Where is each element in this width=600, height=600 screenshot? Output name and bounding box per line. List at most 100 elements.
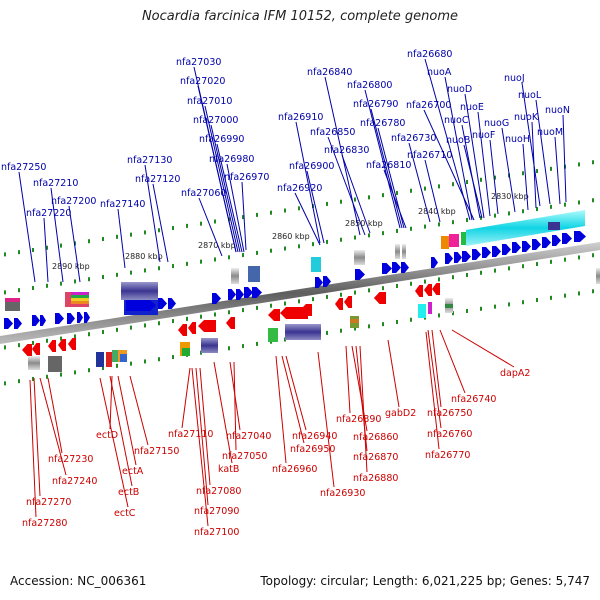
forward-gene-label[interactable]: nfa27000: [193, 115, 238, 126]
reverse-gene-label[interactable]: nfa26860: [353, 432, 398, 443]
reverse-gene-label[interactable]: nfa26760: [427, 429, 472, 440]
forward-gene-label[interactable]: nfa26850: [310, 127, 355, 138]
forward-gene-label[interactable]: nfa26680: [407, 49, 452, 60]
forward-gene-label[interactable]: nuoM: [537, 127, 563, 138]
reverse-gene-label[interactable]: ectD: [96, 430, 118, 441]
forward-gene-label[interactable]: nfa26990: [199, 134, 244, 145]
tick-mark: [158, 321, 160, 326]
forward-gene-label[interactable]: nfa26800: [347, 80, 392, 91]
forward-leader-line: [43, 217, 49, 283]
forward-gene-label[interactable]: nfa26980: [209, 154, 254, 165]
reverse-gene-label[interactable]: katB: [218, 464, 239, 475]
reverse-gene-label[interactable]: nfa27280: [22, 518, 67, 529]
reverse-gene-label[interactable]: ectB: [118, 487, 139, 498]
forward-gene-label[interactable]: nuoH: [505, 134, 530, 145]
tick-mark: [592, 253, 594, 258]
forward-gene-label[interactable]: nfa26730: [391, 133, 436, 144]
tick-mark: [284, 246, 286, 251]
reverse-gene-arrow: [198, 320, 216, 332]
reverse-gene-label[interactable]: nfa26770: [425, 450, 470, 461]
forward-gene-label[interactable]: nfa27200: [51, 196, 96, 207]
forward-gene-label[interactable]: nfa26900: [289, 161, 334, 172]
forward-gene-label[interactable]: nfa27010: [187, 96, 232, 107]
forward-gene-label[interactable]: nfa27020: [180, 76, 225, 87]
forward-gene-label[interactable]: nfa26970: [224, 172, 269, 183]
forward-gene-label[interactable]: nfa26910: [278, 112, 323, 123]
feature-box: [596, 268, 600, 284]
forward-gene-label[interactable]: nfa26920: [277, 183, 322, 194]
reverse-gene-label[interactable]: nfa26750: [427, 408, 472, 419]
forward-leader-line: [383, 169, 407, 229]
reverse-gene-label[interactable]: nfa27090: [194, 506, 239, 517]
forward-gene-label[interactable]: nfa27060: [181, 188, 226, 199]
reverse-gene-label[interactable]: nfa27110: [168, 429, 213, 440]
forward-gene-label[interactable]: nuoJ: [504, 73, 525, 84]
reverse-gene-label[interactable]: nfa27040: [226, 431, 271, 442]
reverse-leader-line: [387, 339, 400, 408]
reverse-gene-label[interactable]: ectC: [114, 508, 136, 519]
reverse-gene-label[interactable]: nfa26940: [292, 431, 337, 442]
forward-gene-label[interactable]: nuoF: [472, 130, 495, 141]
forward-gene-label[interactable]: nfa26700: [406, 100, 451, 111]
forward-gene-label[interactable]: nfa26790: [353, 99, 398, 110]
reverse-gene-label[interactable]: nfa26740: [451, 394, 496, 405]
tick-mark: [228, 310, 230, 315]
tick-mark: [410, 317, 412, 322]
tick-mark: [354, 290, 356, 295]
forward-gene-label[interactable]: nuoB: [446, 135, 470, 146]
reverse-gene-label[interactable]: dapA2: [500, 368, 530, 379]
forward-gene-label[interactable]: nuoE: [460, 102, 484, 113]
reverse-gene-label[interactable]: nfa27080: [196, 486, 241, 497]
forward-gene-label[interactable]: nfa27250: [1, 162, 46, 173]
forward-gene-label[interactable]: nfa27130: [127, 155, 172, 166]
forward-gene-label[interactable]: nuoL: [518, 90, 542, 101]
reverse-gene-label[interactable]: nfa26870: [353, 452, 398, 463]
forward-gene-label[interactable]: nuoK: [514, 112, 539, 123]
forward-gene-label[interactable]: nfa26710: [407, 150, 452, 161]
reverse-gene-label[interactable]: nfa26890: [336, 414, 381, 425]
forward-gene-label[interactable]: nfa26840: [307, 67, 352, 78]
reverse-gene-label[interactable]: nfa27050: [222, 451, 267, 462]
forward-gene-arrow: [454, 252, 462, 263]
tick-mark: [284, 208, 286, 213]
reverse-leader-line: [439, 329, 466, 394]
forward-gene-label[interactable]: nuoG: [484, 118, 509, 129]
feature-box: [285, 324, 321, 340]
forward-gene-arrow: [472, 249, 481, 260]
reverse-leader-line: [117, 375, 137, 466]
reverse-gene-label[interactable]: nfa26930: [320, 488, 365, 499]
forward-gene-label[interactable]: nfa27030: [176, 57, 221, 68]
reverse-leader-line: [431, 329, 442, 408]
tick-mark: [396, 283, 398, 288]
reverse-gene-arrow: [300, 304, 312, 316]
tick-mark: [326, 294, 328, 299]
tick-mark: [354, 326, 356, 331]
tick-mark: [550, 259, 552, 264]
reverse-gene-label[interactable]: nfa26880: [353, 473, 398, 484]
tick-mark: [158, 357, 160, 362]
forward-gene-label[interactable]: nfa27120: [135, 174, 180, 185]
reverse-leader-line: [199, 367, 211, 486]
forward-gene-label[interactable]: nfa26810: [366, 160, 411, 171]
reverse-gene-label[interactable]: nfa27270: [26, 497, 71, 508]
reverse-gene-label[interactable]: nfa27150: [134, 446, 179, 457]
reverse-gene-label[interactable]: ectA: [122, 466, 144, 477]
forward-gene-label[interactable]: nuoD: [447, 84, 472, 95]
forward-gene-label[interactable]: nfa27220: [26, 208, 71, 219]
tick-mark: [382, 193, 384, 198]
reverse-gene-label[interactable]: nfa26950: [290, 444, 335, 455]
forward-gene-label[interactable]: nuoC: [444, 115, 469, 126]
reverse-gene-label[interactable]: gabD2: [385, 408, 416, 419]
forward-gene-label[interactable]: nfa27140: [100, 199, 145, 210]
tick-mark: [396, 228, 398, 233]
reverse-gene-label[interactable]: nfa27240: [52, 476, 97, 487]
tick-mark: [102, 330, 104, 335]
reverse-gene-label[interactable]: nfa26960: [272, 464, 317, 475]
reverse-gene-label[interactable]: nfa27100: [194, 527, 239, 538]
forward-gene-label[interactable]: nfa26780: [360, 118, 405, 129]
forward-gene-label[interactable]: nuoA: [427, 67, 452, 78]
forward-gene-label[interactable]: nfa26830: [324, 145, 369, 156]
reverse-gene-label[interactable]: nfa27230: [48, 454, 93, 465]
forward-gene-label[interactable]: nuoN: [545, 105, 570, 116]
forward-gene-label[interactable]: nfa27210: [33, 178, 78, 189]
